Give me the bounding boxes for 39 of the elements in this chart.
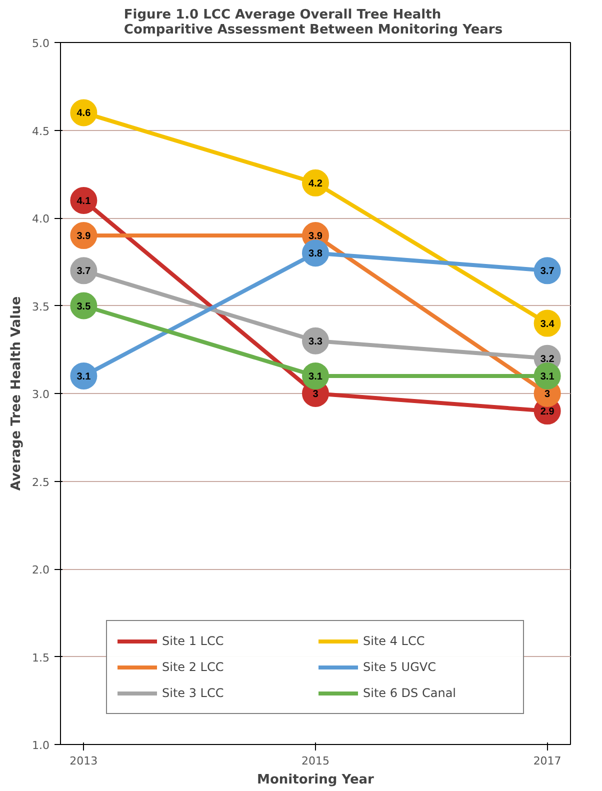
data-label: 3.2 [540, 354, 555, 365]
data-label: 3.3 [308, 336, 323, 348]
data-label: 3.1 [540, 371, 555, 382]
y-tick-label: 4.5 [32, 124, 50, 138]
legend-label: Site 4 LCC [363, 634, 426, 648]
data-label: 3.1 [308, 371, 323, 382]
x-tick-label: 2013 [70, 754, 98, 768]
y-tick-label: 3.0 [32, 388, 50, 401]
x-axis-title: Monitoring Year [257, 772, 375, 788]
y-tick-label: 1.0 [32, 739, 50, 752]
data-label: 4.2 [308, 178, 323, 190]
y-tick-label: 4.0 [32, 212, 50, 226]
data-label: 3.9 [308, 231, 323, 242]
data-label: 4.6 [76, 108, 92, 120]
y-tick-label: 3.5 [32, 300, 50, 314]
data-label: 3.9 [76, 231, 92, 242]
y-tick-label: 5.0 [32, 37, 50, 50]
data-label: 3.5 [76, 301, 92, 312]
x-tick-label: 2015 [302, 754, 330, 768]
legend-label: Site 3 LCC [162, 686, 225, 700]
data-label: 3.7 [540, 266, 555, 278]
data-label: 4.1 [76, 196, 92, 207]
legend-label: Site 6 DS Canal [363, 686, 457, 700]
y-tick-label: 2.0 [32, 564, 50, 576]
legend-label: Site 1 LCC [162, 634, 225, 648]
y-tick-label: 1.5 [32, 651, 50, 664]
y-tick-label: 2.5 [32, 476, 50, 489]
legend-label: Site 2 LCC [162, 660, 225, 674]
data-label: 3.7 [76, 266, 92, 278]
data-label: 2.9 [540, 406, 555, 418]
data-label: 3 [544, 389, 551, 400]
legend-label: Site 5 UGVC [363, 660, 437, 674]
chart-title: Figure 1.0 LCC Average Overall Tree Health Comparitive Assessment Between Monitoring Years [124, 8, 503, 38]
x-tick-label: 2017 [533, 754, 562, 768]
data-label: 3.8 [308, 248, 323, 260]
data-label: 3 [312, 389, 319, 400]
data-label: 3.1 [76, 371, 92, 382]
y-axis-title: Average Tree Health Value [9, 296, 24, 491]
data-label: 3.4 [540, 318, 555, 330]
